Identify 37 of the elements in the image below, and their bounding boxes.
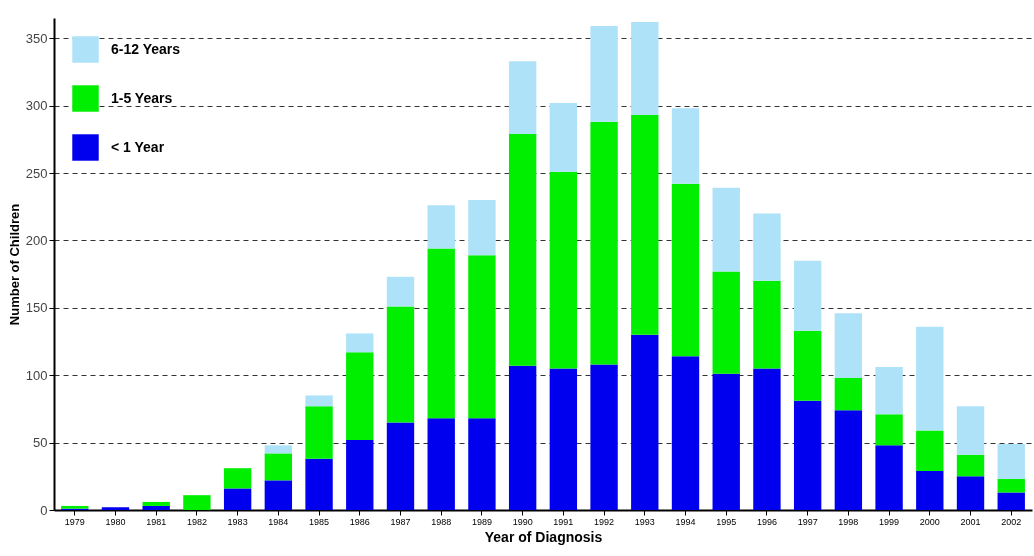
x-tick-label: 2000 [919, 516, 940, 527]
x-tick-label: 2001 [960, 516, 981, 527]
y-tick-label: 300 [25, 98, 48, 114]
x-tick-label: 1979 [64, 516, 85, 527]
x-tick-label: 1990 [512, 516, 533, 527]
legend-label: < 1 Year [111, 138, 165, 155]
x-tick-label: 1985 [309, 516, 330, 527]
x-tick-label: 1981 [146, 516, 167, 527]
x-tick-label: 1983 [227, 516, 248, 527]
x-tick-label: 1999 [879, 516, 900, 527]
y-tick-label: 250 [25, 165, 48, 181]
y-tick-label: 100 [25, 367, 48, 383]
x-tick-label: 1998 [838, 516, 859, 527]
x-tick-label: 1994 [675, 516, 696, 527]
x-tick-label: 1995 [716, 516, 737, 527]
x-tick-label: 1996 [756, 516, 777, 527]
x-tick-label: 1982 [186, 516, 207, 527]
x-tick-label: 2002 [1001, 516, 1022, 527]
x-tick-label: 1997 [797, 516, 818, 527]
x-tick-label: 1987 [390, 516, 411, 527]
x-tick-label: 1992 [594, 516, 615, 527]
y-tick-label: 200 [25, 232, 48, 248]
x-tick-label: 1984 [268, 516, 289, 527]
y-tick-label: 0 [40, 502, 48, 518]
x-tick-label: 1986 [349, 516, 370, 527]
y-tick-label: 50 [33, 435, 48, 451]
x-tick-label: 1980 [105, 516, 126, 527]
x-axis-title: Year of Diagnosis [484, 528, 603, 545]
x-tick-label: 1989 [471, 516, 492, 527]
legend-label: 6-12 Years [111, 40, 181, 57]
x-tick-label: 1993 [634, 516, 655, 527]
legend-label: 1-5 Years [111, 89, 173, 106]
x-tick-label: 1988 [431, 516, 452, 527]
y-tick-label: 150 [25, 300, 48, 316]
x-tick-label: 1991 [553, 516, 574, 527]
y-tick-label: 350 [25, 30, 48, 46]
y-axis-title: Number of Children [6, 203, 22, 326]
